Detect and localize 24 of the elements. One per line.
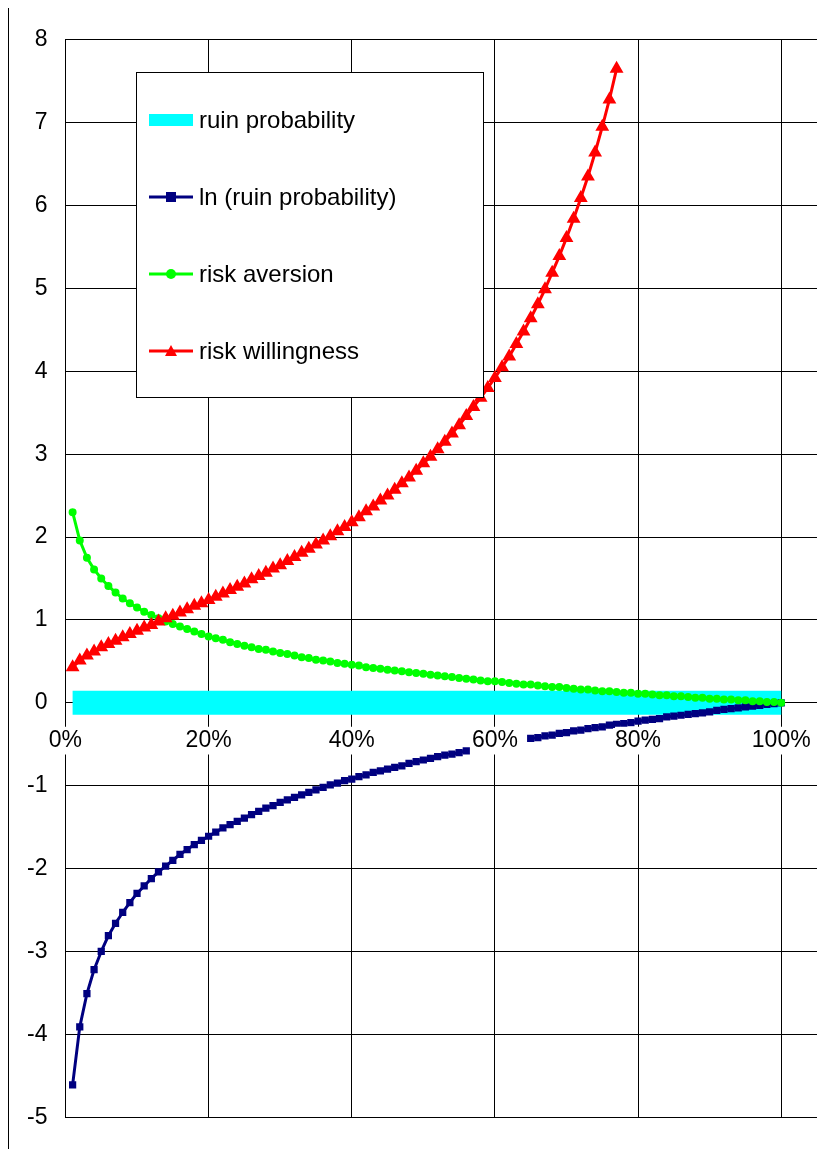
legend-label: ruin probability	[199, 105, 356, 134]
y-tick-label: -2	[27, 853, 48, 880]
y-tick-label: 2	[34, 522, 48, 549]
y-tick-label: 7	[34, 108, 48, 135]
y-tick-label: -5	[27, 1102, 48, 1129]
y-tick-label: 3	[34, 439, 48, 466]
y-tick-label: 0	[34, 688, 48, 715]
y-tick-label: -1	[27, 771, 48, 798]
y-tick-label: 5	[34, 273, 48, 300]
x-tick-label: 0%	[48, 725, 83, 752]
legend-label: risk aversion	[199, 259, 334, 288]
legend-label: ln (ruin probability)	[199, 182, 397, 211]
x-tick-label: 40%	[328, 725, 375, 752]
y-tick-label: -4	[27, 1019, 48, 1046]
x-tick-label: 80%	[615, 725, 662, 752]
x-tick-label: 20%	[185, 725, 232, 752]
y-tick-label: -3	[27, 936, 48, 963]
x-tick-label: 100%	[751, 725, 811, 752]
y-tick-label: 8	[34, 25, 48, 52]
legend-label: risk willingness	[199, 336, 360, 365]
y-tick-label: 1	[34, 605, 48, 632]
y-tick-label: 4	[34, 356, 48, 383]
x-tick-label: 60%	[471, 725, 518, 752]
y-tick-label: 6	[34, 190, 48, 217]
